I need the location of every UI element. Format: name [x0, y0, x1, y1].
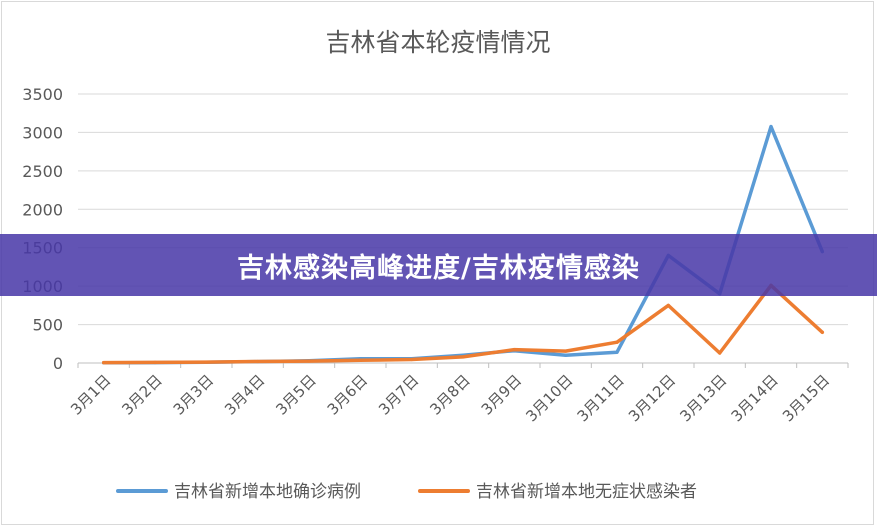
legend-label-1: 吉林省新增本地确诊病例 — [174, 482, 361, 502]
x-tick-label: 3月2日 — [118, 371, 165, 418]
series-2-point — [512, 347, 516, 352]
series-2-point — [102, 361, 106, 365]
y-tick-label: 3500 — [22, 85, 63, 104]
series-2-point — [564, 349, 568, 353]
y-tick-label: 3000 — [22, 123, 63, 142]
x-tick-label: 3月12日 — [625, 371, 679, 425]
series-2-point — [204, 360, 208, 364]
y-tick-label: 500 — [32, 316, 63, 335]
title-banner: 吉林感染高峰进度/吉林疫情感染 — [0, 234, 877, 296]
series-1-point — [769, 124, 773, 129]
series-2-point — [358, 358, 362, 362]
series-2-point — [410, 357, 414, 362]
gridlines — [77, 93, 849, 368]
x-tick-label: 3月9日 — [478, 371, 525, 418]
x-tick-label: 3月10日 — [522, 371, 576, 425]
y-tick-label: 2000 — [22, 200, 63, 219]
x-tick-label: 3月13日 — [676, 371, 730, 425]
chart-title: 吉林省本轮疫情情况 — [325, 28, 550, 57]
series-line-2 — [101, 283, 825, 365]
series-2-point — [307, 359, 311, 363]
y-axis-ticks: 0500100015002000250030003500 — [22, 85, 63, 373]
series-2-point — [256, 359, 260, 364]
x-tick-label: 3月11日 — [574, 371, 628, 425]
series-2-point — [461, 355, 465, 359]
x-tick-label: 3月3日 — [170, 371, 217, 418]
legend-label-2: 吉林省新增本地无症状感染者 — [476, 482, 697, 502]
series-2-point — [820, 330, 824, 334]
x-tick-label: 3月14日 — [728, 371, 782, 425]
x-tick-label: 3月1日 — [67, 371, 114, 418]
series-2-point — [153, 360, 157, 364]
x-axis-ticks: 3月1日 3月2日 3月3日 3月4日 3月5日 3月6日 3月7日 3月8日 3月9日3月10… — [67, 371, 833, 425]
y-tick-label: 2500 — [22, 162, 63, 181]
series-2-point — [718, 351, 722, 355]
y-tick-label: 0 — [53, 354, 63, 373]
x-tick-label: 3月5日 — [272, 371, 319, 418]
x-tick-label: 3月6日 — [324, 371, 371, 418]
banner-title: 吉林感染高峰进度/吉林疫情感染 — [237, 252, 640, 284]
series-2-point — [666, 303, 670, 307]
x-tick-label: 3月8日 — [426, 371, 473, 418]
series-1-point — [615, 350, 619, 354]
legend: 吉林省新增本地确诊病例 吉林省新增本地无症状感染者 — [116, 482, 697, 502]
x-tick-label: 3月7日 — [375, 371, 422, 418]
x-tick-label: 3月4日 — [221, 371, 268, 418]
series-2-point — [615, 340, 619, 344]
x-tick-label: 3月15日 — [779, 371, 833, 425]
series-1-point — [564, 353, 568, 357]
